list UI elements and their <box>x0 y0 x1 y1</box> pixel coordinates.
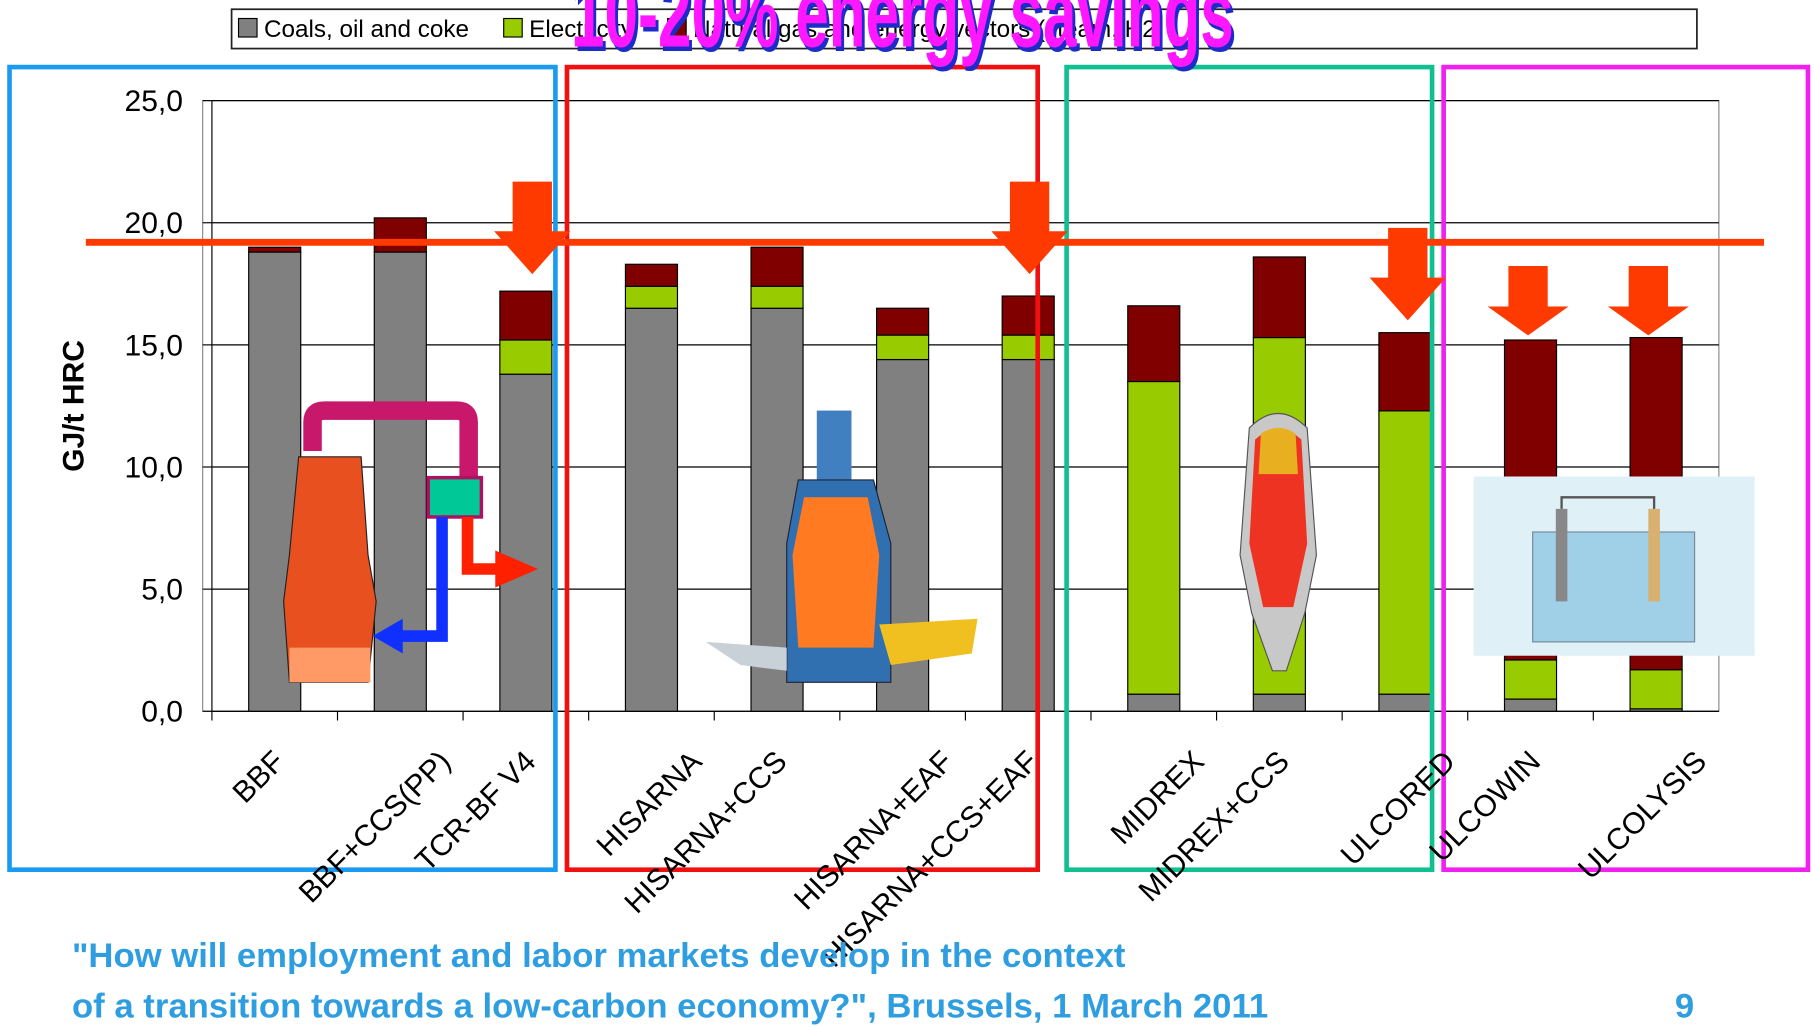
hisarna-illustration <box>705 410 978 683</box>
bar-segment <box>499 373 553 712</box>
legend-label: Natural gas and energy vectors (steam, H… <box>693 16 1164 43</box>
blast-furnace-illustration <box>283 401 539 683</box>
bar-segment <box>1378 332 1432 412</box>
bar-segment <box>876 307 930 336</box>
x-tick-label: HISARNA+EAF <box>788 745 960 917</box>
region-box <box>564 64 1041 873</box>
legend-swatch <box>503 17 523 38</box>
region-box <box>7 64 558 873</box>
legend-label: Coals, oil and coke <box>264 16 469 43</box>
bar-segment <box>1252 693 1306 712</box>
y-tick-label: 25,0 <box>125 85 183 118</box>
x-tick-label: BBF+CCS(PP) <box>293 745 457 909</box>
y-tick-label: 10,0 <box>125 451 183 484</box>
footer-line: "How will employment and labor markets d… <box>72 937 1126 975</box>
legend-box <box>230 8 1698 50</box>
bar-segment <box>876 334 930 361</box>
footer-line: of a transition towards a low-carbon eco… <box>72 988 1268 1026</box>
bar-segment <box>750 246 804 287</box>
savings-arrows <box>494 181 1689 336</box>
y-tick-label: 20,0 <box>125 207 183 240</box>
bar-segment <box>1127 305 1181 383</box>
bar-segment <box>1503 659 1558 700</box>
bar-segment <box>248 246 302 253</box>
y-tick-label: 5,0 <box>141 574 183 607</box>
bar-segment <box>1252 256 1306 339</box>
y-axis-label: GJ/t HRC <box>58 340 91 472</box>
legend: Coals, oil and coke Electricity Natural ga… <box>237 16 1164 43</box>
bar-segment <box>1127 380 1181 695</box>
x-tick-label: HISARNA+CCS <box>618 745 793 920</box>
legend-swatch <box>667 17 687 38</box>
region-box <box>1064 64 1435 873</box>
title-shadow: 10-20% energy savings <box>574 0 1237 73</box>
midrex-illustration <box>1239 413 1317 672</box>
bar-segment <box>1001 295 1055 336</box>
bar-segment <box>750 285 804 309</box>
x-tick-label: ULCOLYSIS <box>1572 745 1713 886</box>
bar-segment <box>1378 693 1432 712</box>
bar-segment <box>1378 410 1432 695</box>
bar-segment <box>1503 698 1558 712</box>
bar-segment <box>1629 669 1683 710</box>
bar-segment <box>624 307 679 712</box>
legend-label: Electricity <box>529 16 634 43</box>
bar-segment <box>499 339 553 375</box>
chart-title: 10-20% energy savings <box>571 0 1234 68</box>
x-tick-label: BBF <box>227 745 292 810</box>
bar-segment <box>373 217 427 253</box>
y-tick-label: 15,0 <box>125 329 183 362</box>
page-number: 9 <box>1675 988 1694 1026</box>
bar-segment <box>499 290 553 341</box>
bar-segment <box>1001 358 1055 712</box>
bar-segment <box>1001 334 1055 361</box>
electrolysis-illustration <box>1473 476 1755 656</box>
bar-segment <box>1127 693 1181 712</box>
y-tick-label: 0,0 <box>141 696 183 729</box>
region-box <box>1441 64 1811 873</box>
x-tick-label: MIDREX+CCS <box>1133 745 1296 908</box>
bar-segment <box>624 263 679 287</box>
legend-swatch <box>237 17 258 38</box>
bar-segment <box>624 285 679 309</box>
grid: 0,0 5,0 10,0 15,0 20,0 25,0 <box>125 85 1719 729</box>
